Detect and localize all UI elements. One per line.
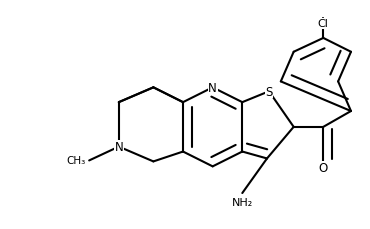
Text: CH₃: CH₃ [66, 156, 85, 166]
Text: N: N [114, 140, 123, 153]
Text: NH₂: NH₂ [232, 197, 253, 207]
Text: S: S [265, 85, 273, 98]
Text: N: N [208, 82, 217, 94]
Text: Cl: Cl [318, 19, 329, 29]
Text: O: O [319, 162, 328, 175]
